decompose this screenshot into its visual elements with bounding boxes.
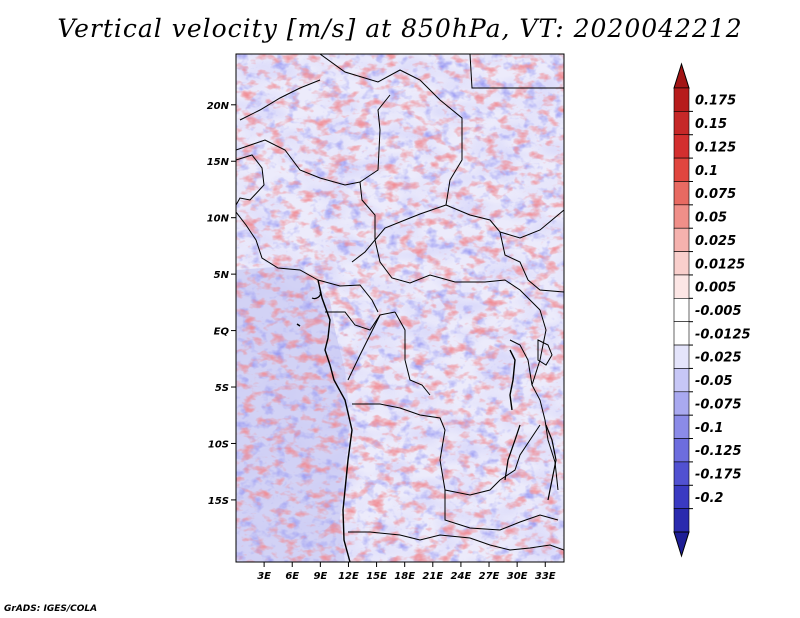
colorbar-label: -0.05 [695, 374, 732, 389]
lon-tick-label: 15E [366, 571, 387, 582]
colorbar-segment [673, 391, 690, 416]
colorbar-label: 0.005 [695, 281, 736, 296]
colorbar-label: 0.1 [695, 164, 718, 179]
colorbar-label: 0.0125 [695, 257, 745, 272]
lon-tick-label: 9E [313, 571, 327, 582]
lon-tick-label: 12E [338, 571, 359, 582]
colorbar-segment [673, 251, 690, 276]
colorbar-segment [673, 134, 690, 159]
colorbar-segment [673, 274, 690, 299]
lon-tick-label: 27E [479, 571, 500, 582]
colorbar-label: -0.005 [695, 304, 742, 319]
colorbar-segment [673, 111, 690, 136]
colorbar-label: -0.175 [695, 468, 742, 483]
lat-tick-label: 15N [207, 157, 230, 168]
velocity-field [236, 54, 564, 562]
lon-tick-label: 24E [451, 571, 472, 582]
colorbar-segment [673, 368, 690, 393]
lat-tick-label: 5S [215, 383, 229, 394]
colorbar-segment [673, 298, 690, 322]
credit-text: GrADS: IGES/COLA [4, 604, 98, 614]
colorbar-segment [673, 157, 690, 182]
colorbar-label: 0.175 [695, 94, 736, 109]
lon-tick-label: 18E [394, 571, 415, 582]
lat-tick-label: 5N [214, 270, 230, 281]
axis-ticks: 20N 15N 10N 5N EQ 5S 10S 15S 3E 6E 9E 12E 15E 18E 21E 2… [207, 101, 556, 582]
colorbar-segment [673, 461, 690, 486]
lon-tick-label: 33E [535, 571, 556, 582]
colorbar-over-triangle [673, 62, 690, 89]
colorbar-label: 0.025 [695, 234, 736, 249]
colorbar-segment [673, 227, 690, 252]
colorbar-label: -0.0125 [695, 327, 751, 342]
lat-tick-label: 15S [208, 496, 229, 507]
colorbar-label: 0.075 [695, 187, 736, 202]
colorbar-under-triangle [673, 531, 690, 558]
lat-tick-label: EQ [214, 327, 230, 338]
colorbar-label: -0.2 [695, 491, 723, 506]
map-frame [235, 53, 565, 563]
colorbar-segment [673, 484, 690, 509]
colorbar-label: -0.1 [695, 421, 723, 436]
colorbar-segment [673, 438, 690, 463]
colorbar-label: -0.025 [695, 351, 742, 366]
colorbar-label: -0.125 [695, 444, 742, 459]
colorbar-label: 0.125 [695, 140, 736, 155]
lat-tick-label: 10N [207, 214, 230, 225]
colorbar: 0.175 0.15 0.125 0.1 0.075 0.05 0.025 0.0125 0.0… [673, 62, 751, 558]
colorbar-segment [673, 508, 690, 533]
lat-tick-label: 10S [208, 439, 229, 450]
map-title: Vertical velocity [m/s] at 850hPa, VT: 2… [57, 14, 743, 43]
colorbar-segment [673, 344, 690, 369]
lon-tick-label: 30E [507, 571, 528, 582]
lat-tick-label: 20N [207, 101, 230, 112]
colorbar-label: -0.075 [695, 397, 742, 412]
lon-tick-label: 6E [285, 571, 299, 582]
colorbar-segment [673, 181, 690, 206]
country-borders [236, 54, 564, 562]
colorbar-label: 0.15 [695, 117, 727, 132]
colorbar-segment [673, 321, 690, 346]
colorbar-segment [673, 204, 690, 229]
lon-tick-label: 3E [257, 571, 271, 582]
colorbar-segment [673, 414, 690, 439]
lon-tick-label: 21E [422, 571, 443, 582]
colorbar-label: 0.05 [695, 211, 727, 226]
colorbar-segment [673, 87, 690, 112]
